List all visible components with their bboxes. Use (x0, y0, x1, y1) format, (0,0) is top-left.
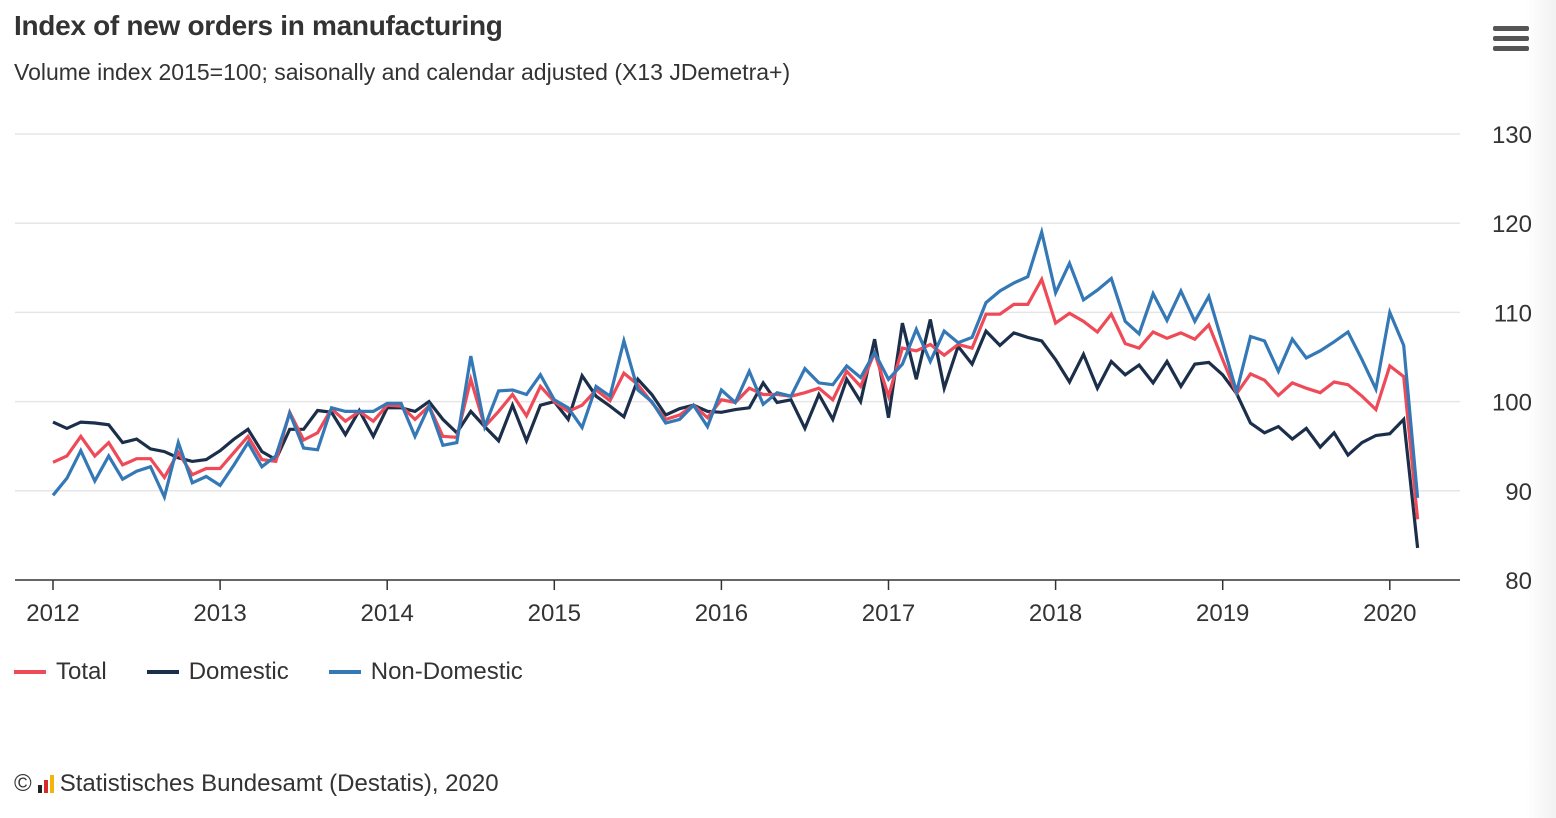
copyright-symbol: © (14, 770, 32, 797)
legend-item-non-domestic[interactable]: Non-Domestic (328, 658, 523, 686)
legend-label-non-domestic: Non-Domestic (370, 658, 523, 685)
legend-label-domestic: Domestic (188, 658, 289, 685)
x-tick-label: 2017 (862, 600, 915, 627)
x-tick-label: 2019 (1196, 600, 1249, 627)
x-tick-label: 2020 (1363, 600, 1416, 627)
chart-subtitle: Volume index 2015=100; saisonally and ca… (14, 59, 791, 85)
legend-label-total: Total (56, 658, 107, 685)
legend-item-total[interactable]: Total (14, 658, 107, 686)
x-tick-label: 2015 (528, 600, 581, 627)
x-tick-label: 2012 (26, 600, 79, 627)
x-tick-label: 2013 (193, 600, 246, 627)
domestic-swatch (146, 670, 179, 674)
y-tick-label: 100 (1492, 390, 1532, 417)
series-line-domestic (52, 319, 1420, 549)
x-tick-label: 2016 (695, 600, 748, 627)
non-domestic-swatch (328, 670, 361, 674)
y-tick-label: 90 (1505, 479, 1532, 506)
total-swatch (14, 670, 46, 674)
y-tick-label: 120 (1492, 211, 1532, 238)
x-tick-label: 2014 (361, 600, 414, 627)
y-tick-label: 130 (1492, 122, 1532, 149)
credits[interactable]: © Statistisches Bundesamt (Destatis), 20… (14, 770, 499, 798)
right-edge-shade (1526, 0, 1556, 818)
credits-text: Statistisches Bundesamt (Destatis), 2020 (59, 770, 499, 797)
y-tick-label: 110 (1494, 300, 1532, 327)
y-tick-label: 80 (1505, 568, 1532, 595)
destatis-logo-icon (37, 775, 54, 793)
hamburger-menu-icon[interactable] (1493, 26, 1529, 54)
legend: Total Domestic Non-Domestic (14, 658, 523, 686)
x-tick-label: 2018 (1029, 600, 1082, 627)
legend-item-domestic[interactable]: Domestic (146, 658, 289, 686)
series-line-non-domestic (51, 225, 1420, 502)
chart-title: Index of new orders in manufacturing (14, 10, 503, 41)
